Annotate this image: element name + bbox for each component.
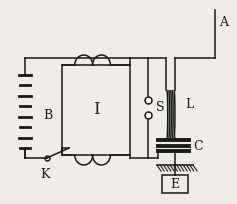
Text: L: L [185, 98, 193, 111]
Text: K: K [40, 168, 50, 181]
Text: E: E [170, 177, 180, 191]
Bar [162, 175, 188, 193]
Text: S: S [156, 101, 164, 114]
Text: I: I [93, 102, 99, 119]
Text: A: A [219, 16, 228, 29]
Bar [62, 65, 130, 155]
Text: C: C [193, 140, 203, 153]
Text: B: B [43, 109, 52, 122]
